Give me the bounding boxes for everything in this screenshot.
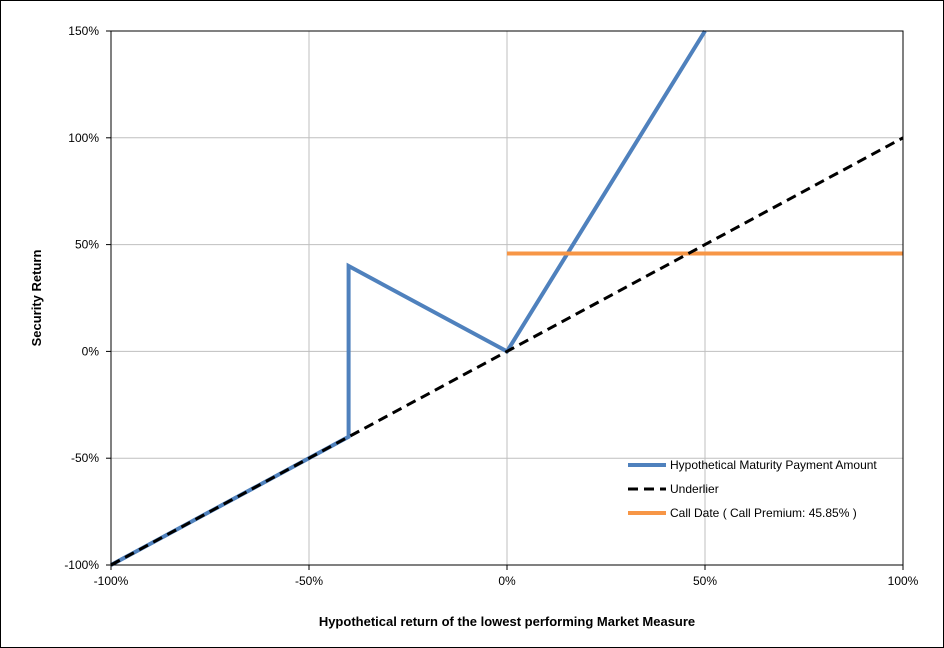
series-line-0 <box>110 29 707 567</box>
x-tick-label: 50% <box>693 574 717 588</box>
grid <box>110 30 904 566</box>
y-tick-labels: -100% -50% 0% 50% 100% 150% <box>64 24 111 572</box>
x-tick-label: -100% <box>94 574 129 588</box>
y-tick-label: 150% <box>68 24 99 38</box>
x-tick-labels: -100% -50% 0% 50% 100% <box>94 565 919 588</box>
legend-label-0: Hypothetical Maturity Payment Amount <box>670 458 877 472</box>
x-tick-label: 0% <box>498 574 516 588</box>
x-axis-title: Hypothetical return of the lowest perfor… <box>319 614 695 629</box>
legend-label-1: Underlier <box>670 482 719 496</box>
x-tick-label: -50% <box>295 574 323 588</box>
y-tick-label: 0% <box>82 344 100 358</box>
y-tick-label: 50% <box>75 238 99 252</box>
x-tick-label: 100% <box>888 574 919 588</box>
series-group <box>110 29 904 567</box>
legend-label-2: Call Date ( Call Premium: 45.85% ) <box>670 506 857 520</box>
legend: Hypothetical Maturity Payment Amount Unde… <box>628 458 877 520</box>
y-tick-label: 100% <box>68 131 99 145</box>
y-tick-label: -50% <box>71 451 99 465</box>
y-tick-label: -100% <box>64 558 99 572</box>
y-axis-title: Security Return <box>29 250 44 347</box>
series-line-1 <box>110 136 904 567</box>
